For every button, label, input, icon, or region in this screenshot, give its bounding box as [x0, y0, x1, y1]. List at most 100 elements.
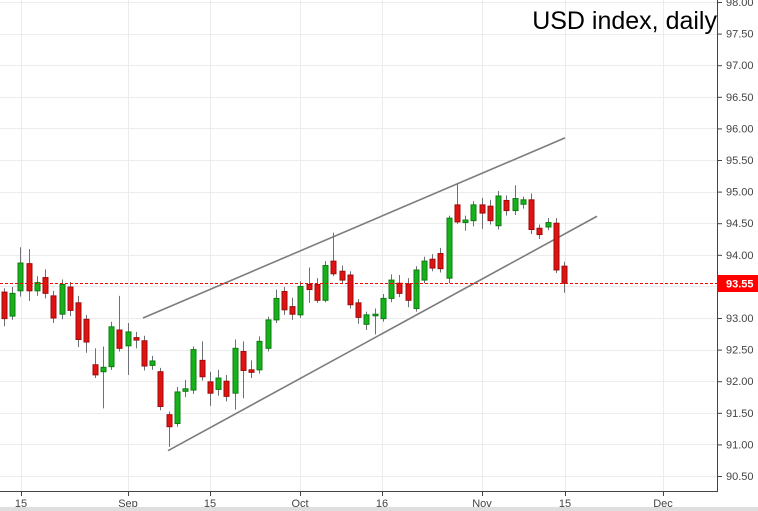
candle-up [512, 185, 519, 215]
chart-title: USD index, daily [532, 7, 717, 35]
candle-body [421, 260, 428, 281]
candle-down [405, 278, 412, 308]
price-tick-label: 91.00 [726, 439, 754, 451]
candle-body [67, 286, 74, 311]
candle-up [108, 321, 115, 370]
candle-body [248, 369, 255, 373]
candle-down [281, 287, 288, 315]
candle-down [157, 367, 164, 411]
price-tick-label: 90.50 [726, 471, 754, 483]
trend-channel [142, 137, 598, 452]
candle-up [273, 289, 280, 324]
candle-body [347, 274, 354, 306]
price-axis[interactable]: 98.00 97.50 97.00 96.50 96.00 95.50 95.00 94.50… [717, 0, 754, 483]
candles [1, 183, 568, 447]
channel-lower[interactable] [167, 215, 598, 452]
candle-down [355, 299, 362, 324]
candle-body [59, 284, 66, 315]
axes [0, 0, 718, 492]
candle-down [289, 297, 296, 320]
candle-down [487, 199, 494, 225]
candle-up [421, 256, 428, 284]
candle-body [405, 283, 412, 301]
candle-body [503, 199, 510, 212]
candle-down [248, 360, 255, 379]
candle-up [265, 316, 272, 352]
candle-body [182, 388, 189, 392]
candle-body [9, 292, 16, 317]
candle-body [273, 297, 280, 321]
candle-up [17, 247, 24, 297]
last-price-label: 93.55 [717, 275, 758, 292]
candle-up [388, 274, 395, 303]
price-tick-label: 96.50 [726, 92, 754, 104]
candle-body [207, 381, 214, 394]
candle-down [396, 275, 403, 298]
candle-down [561, 261, 568, 293]
candle-body [479, 204, 486, 214]
candle-body [561, 265, 568, 284]
candle-up [256, 336, 263, 374]
candle-body [149, 360, 156, 366]
candle-body [413, 269, 420, 310]
candle-up [545, 218, 552, 231]
candle-body [512, 198, 519, 212]
candle-body [50, 295, 57, 319]
candle-body [26, 263, 33, 292]
candle-down [528, 193, 535, 234]
candle-body [355, 302, 362, 318]
candle-body [528, 199, 535, 231]
candle-down [92, 348, 99, 379]
candle-body [42, 277, 49, 294]
candle-up [297, 281, 304, 318]
candle-down [553, 218, 560, 274]
bottom-scrollbar[interactable] [0, 507, 758, 511]
candle-up [215, 369, 222, 396]
candle-down [83, 314, 90, 353]
last-price-label-text: 93.55 [726, 279, 754, 291]
candle-body [125, 331, 132, 347]
candle-up [125, 323, 132, 375]
candle-up [520, 196, 527, 209]
candle-body [487, 205, 494, 222]
price-tick-label: 97.50 [726, 29, 754, 41]
candle-body [157, 371, 164, 407]
candle-body [520, 199, 527, 205]
candle-down [536, 224, 543, 239]
candle-up [380, 293, 387, 322]
candle-body [199, 359, 206, 378]
candle-body [256, 340, 263, 371]
price-tick-label: 93.00 [726, 313, 754, 325]
candle-down [141, 335, 148, 371]
candle-body [190, 349, 197, 391]
candle-up [413, 266, 420, 312]
candle-down [454, 183, 461, 224]
candle-up [182, 379, 189, 397]
candle-body [470, 204, 477, 222]
candle-body [240, 350, 247, 371]
candle-down [75, 295, 82, 348]
candle-body [83, 318, 90, 343]
candle-body [133, 337, 140, 341]
candle-up [363, 311, 370, 331]
gridlines [0, 0, 717, 491]
candle-down [479, 197, 486, 229]
candle-body [322, 265, 329, 301]
candle-down [330, 232, 337, 277]
channel-upper[interactable] [142, 137, 566, 319]
candle-down [50, 290, 57, 324]
candle-body [314, 284, 321, 301]
candle-body [1, 291, 8, 320]
candle-up [322, 261, 329, 303]
candle-up [9, 287, 16, 320]
candle-up [495, 190, 502, 230]
candle-body [330, 260, 337, 275]
candle-body [34, 282, 41, 292]
candle-body [437, 253, 444, 270]
candle-up [149, 355, 156, 370]
candle-body [446, 217, 453, 279]
candle-body [215, 377, 222, 390]
candle-up [446, 215, 453, 284]
